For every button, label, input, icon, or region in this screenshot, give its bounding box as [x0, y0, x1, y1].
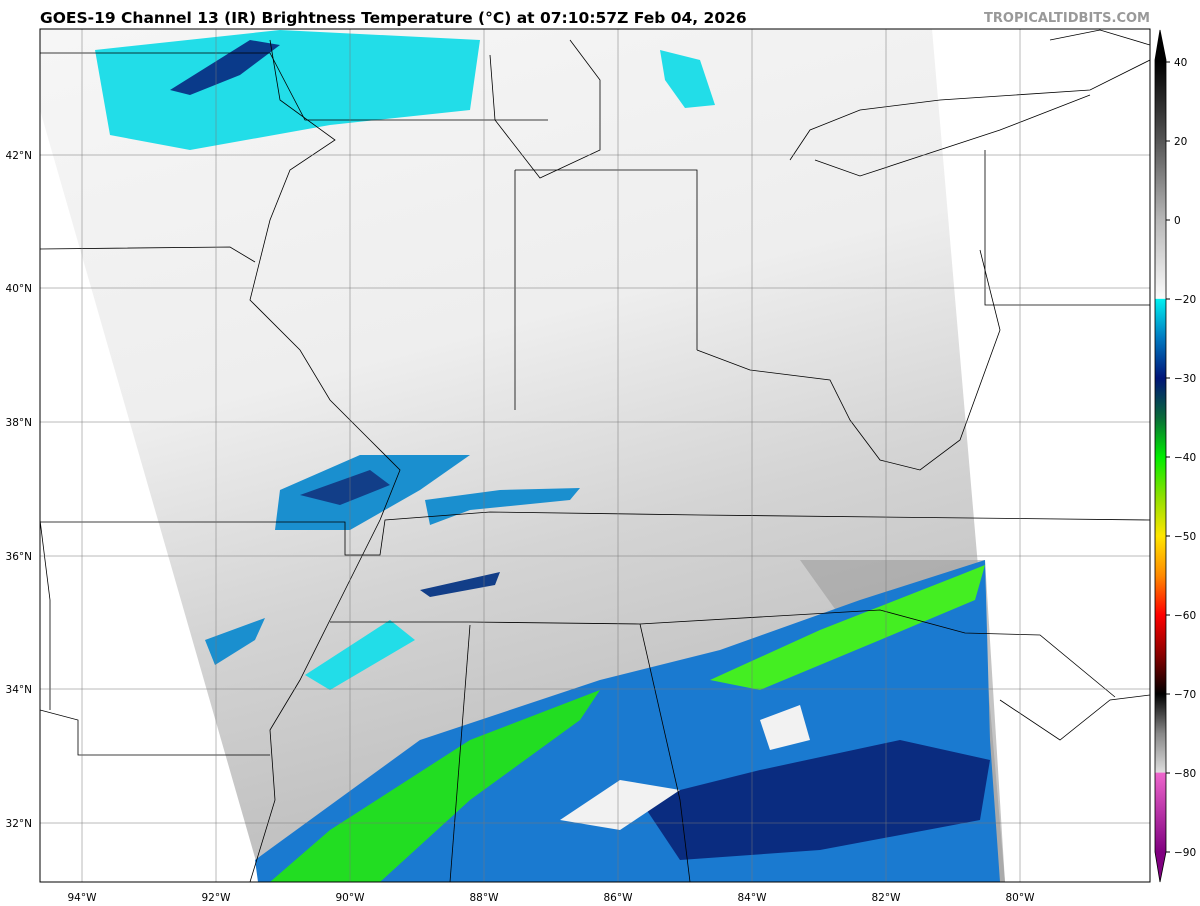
lon-label: 82°W — [872, 892, 902, 904]
cloud-south-core — [640, 740, 990, 860]
cloud-tennessee — [420, 572, 500, 597]
cloud-missouri — [275, 455, 470, 530]
lat-label: 38°N — [6, 417, 32, 429]
cloud-south-green-band — [270, 690, 600, 882]
state-boundaries — [40, 29, 1150, 882]
colorbar-tick-label: 0 — [1174, 215, 1181, 227]
colorbar-tick-label: −20 — [1174, 294, 1196, 306]
colorbar-tick-label: 40 — [1174, 57, 1187, 69]
cloud-south-green-band-east — [710, 565, 985, 690]
cloud-arkansas — [205, 618, 265, 665]
cloud-michigan — [660, 50, 715, 108]
source-credit: TROPICALTIDBITS.COM — [984, 11, 1150, 26]
colorbar-tick-label: −80 — [1174, 768, 1196, 780]
map-title: GOES-19 Channel 13 (IR) Brightness Tempe… — [40, 9, 747, 27]
lat-label: 42°N — [6, 150, 32, 162]
cloud-south-gap2 — [760, 705, 810, 750]
lat-label: 40°N — [6, 283, 32, 295]
colorbar-tick-label: −60 — [1174, 610, 1196, 622]
graticule — [40, 29, 1150, 882]
colorbar-tick-label: 20 — [1174, 136, 1187, 148]
latitude-labels: 42°N 40°N 38°N 36°N 34°N 32°N — [6, 150, 32, 830]
colorbar-tick-label: −50 — [1174, 531, 1196, 543]
colorbar-tick-label: −70 — [1174, 689, 1196, 701]
colorbar-tick-label: −40 — [1174, 452, 1196, 464]
lon-label: 84°W — [738, 892, 768, 904]
lon-label: 90°W — [336, 892, 366, 904]
lat-label: 36°N — [6, 551, 32, 563]
lon-label: 80°W — [1006, 892, 1036, 904]
cloud-south-gap — [560, 780, 680, 830]
cloud-northwest — [95, 30, 480, 150]
cloud-northwest-core — [170, 40, 280, 95]
lat-label: 34°N — [6, 684, 32, 696]
lon-label: 94°W — [68, 892, 98, 904]
longitude-labels: 94°W 92°W 90°W 88°W 86°W 84°W 82°W 80°W — [68, 892, 1036, 904]
lon-label: 86°W — [604, 892, 634, 904]
cloud-kentucky — [425, 488, 580, 525]
lon-label: 88°W — [470, 892, 500, 904]
cloud-tops — [95, 30, 1000, 882]
colorbar-bar — [1154, 29, 1167, 883]
cloud-mississippi — [305, 620, 415, 690]
cloud-missouri-core — [300, 470, 390, 505]
colorbar-tick-label: −30 — [1174, 373, 1196, 385]
lon-label: 92°W — [202, 892, 232, 904]
colorbar-tick-label: −90 — [1174, 847, 1196, 859]
colorbar: 40 20 0 −20 −30 −40 −50 −60 −70 −80 −90 — [1154, 29, 1196, 883]
map-frame — [39, 28, 1151, 883]
lat-label: 32°N — [6, 818, 32, 830]
